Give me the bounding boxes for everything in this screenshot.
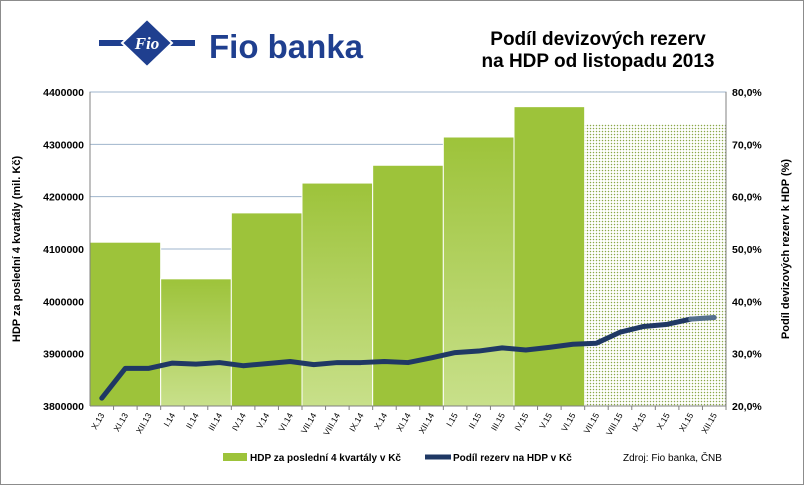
y-right-tick-label: 80,0%	[732, 87, 762, 99]
legend-label-reserves: Podíl rezerv na HDP v Kč	[453, 453, 572, 464]
bar	[161, 279, 232, 406]
x-tick-label: IV.14	[230, 411, 248, 433]
x-tick-label: XII.14	[417, 411, 437, 435]
x-tick-label: VIII.15	[604, 411, 625, 438]
y-left-tick-label: 4300000	[43, 139, 84, 151]
y-right-tick-label: 50,0%	[732, 244, 762, 256]
fio-logo: Fio	[99, 19, 195, 67]
y-right-tick-label: 70,0%	[732, 139, 762, 151]
x-tick-label: VI.14	[276, 411, 295, 433]
bar	[231, 213, 302, 406]
y-left-tick-label: 4400000	[43, 87, 84, 99]
y-left-tick-label: 3900000	[43, 349, 84, 361]
reserves-line-forecast	[691, 318, 715, 320]
x-tick-label: VIII.14	[321, 411, 342, 438]
y-right-tick-label: 40,0%	[732, 296, 762, 308]
x-tick-label: X.14	[372, 411, 390, 431]
bar	[373, 165, 444, 406]
y-left-tick-label: 4100000	[43, 244, 84, 256]
brand-name: Fio banka	[209, 28, 364, 65]
bar	[514, 107, 585, 406]
chart-title-line-2: na HDP od listopadu 2013	[482, 51, 715, 72]
x-tick-label: VII.15	[581, 411, 601, 435]
x-tick-label: II.15	[466, 411, 483, 431]
bar	[443, 137, 514, 406]
x-tick-label: X.15	[654, 411, 672, 431]
x-tick-label: XII.15	[699, 411, 719, 435]
source-note: Zdroj: Fio banka, ČNB	[623, 451, 722, 464]
chart-title-line-1: Podíl devizových rezerv	[490, 29, 706, 50]
y-left-tick-labels: 3800000 3900000 4000000 4100000 4200000 43000…	[43, 87, 84, 413]
x-tick-label: III.15	[489, 411, 507, 433]
x-tick-label: VI.15	[559, 411, 578, 433]
y-right-axis-title: Podíl devizových rezerv k HDP (%)	[780, 159, 792, 339]
y-left-axis-title: HDP za poslední 4 kvartály (mil. Kč)	[11, 156, 23, 343]
legend-label-gdp: HDP za poslední 4 kvartály v Kč	[250, 453, 401, 464]
x-tick-label: I.14	[161, 411, 177, 429]
y-left-tick-label: 4000000	[43, 296, 84, 308]
x-tick-label: XI.13	[111, 411, 130, 433]
bar-forecast	[585, 123, 726, 406]
y-left-tick-label: 4200000	[43, 192, 84, 204]
logo-text: Fio	[134, 34, 160, 53]
bar	[302, 183, 373, 406]
bar	[90, 242, 161, 406]
y-right-tick-label: 60,0%	[732, 192, 762, 204]
legend-swatch-gdp	[223, 453, 247, 461]
x-tick-label: X.13	[89, 411, 107, 431]
y-left-tick-label: 3800000	[43, 401, 84, 413]
y-right-tick-label: 20,0%	[732, 401, 762, 413]
y-right-tick-labels: 20,0% 30,0% 40,0% 50,0% 60,0% 70,0% 80,0%	[732, 87, 762, 413]
x-tick-label: V.14	[254, 411, 271, 431]
y-right-tick-label: 30,0%	[732, 349, 762, 361]
x-tick-label: IX.15	[630, 411, 649, 433]
legend: HDP za poslední 4 kvartály v Kč Podíl re…	[223, 451, 722, 464]
x-tick-label: XI.15	[677, 411, 696, 433]
x-tick-label: I.15	[444, 411, 460, 429]
x-tick-label: VII.14	[299, 411, 319, 435]
x-tick-label: II.14	[184, 411, 201, 431]
x-tick-label: IX.14	[347, 411, 366, 433]
x-tick-label: V.15	[537, 411, 554, 431]
x-tick-label: III.14	[206, 411, 224, 433]
x-tick-label: IV.15	[512, 411, 530, 433]
x-tick-label: XI.14	[394, 411, 413, 433]
x-tick-label: XII.13	[134, 411, 154, 435]
